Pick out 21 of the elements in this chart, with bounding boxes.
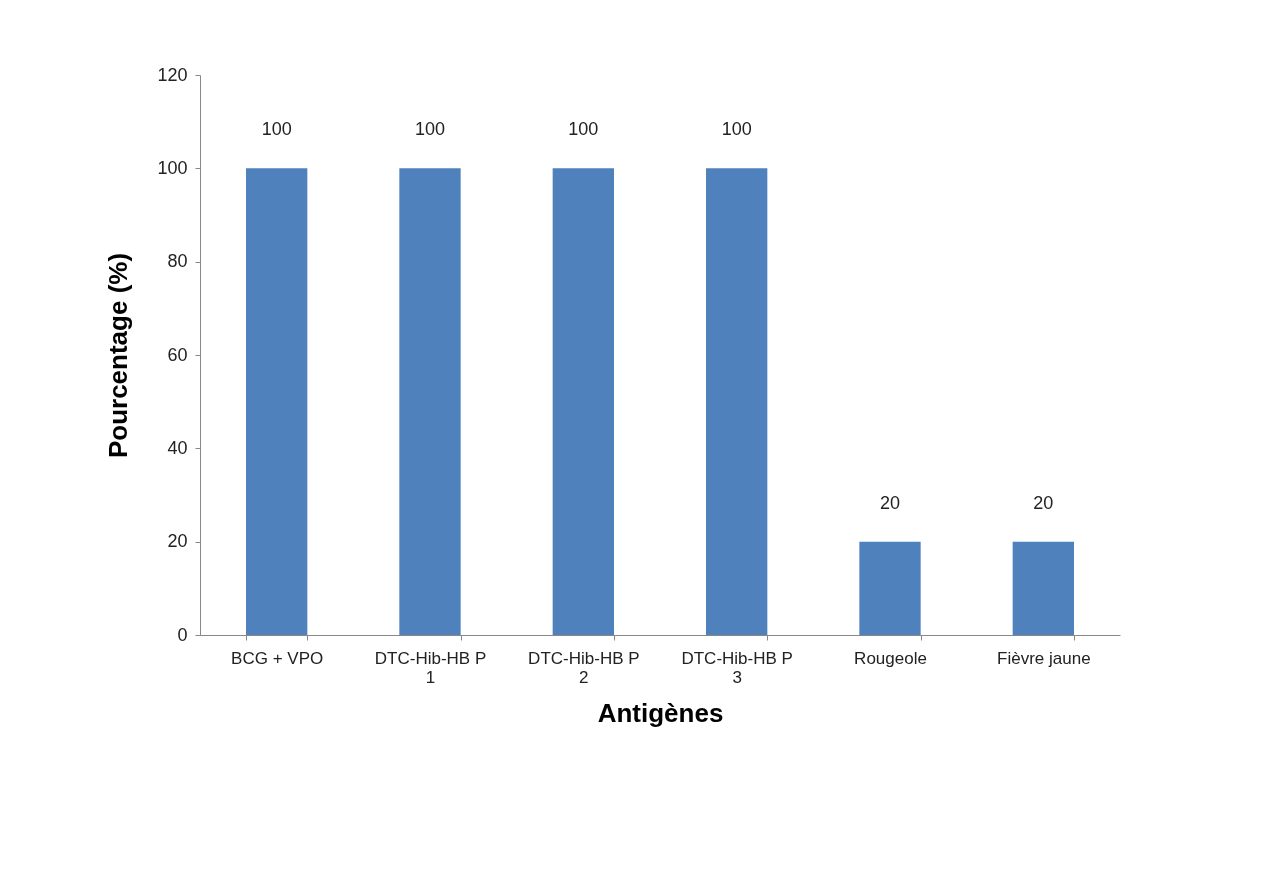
y-tick-label: 100 [157,157,188,178]
data-label: 20 [1033,492,1054,513]
x-tick-label: BCG + VPO [231,648,324,668]
data-label: 100 [261,119,292,140]
data-label: 100 [568,119,599,140]
y-tick-label: 60 [167,344,188,365]
y-axis-title: Pourcentage (%) [103,252,134,459]
x-tick-label: Fièvre jaune [997,648,1091,668]
y-tick-label: 40 [167,437,188,458]
x-tick-label: DTC-Hib-HB P 2 [528,648,640,687]
y-tick-label: 20 [167,531,188,552]
x-tick-label: Rougeole [854,648,927,668]
data-label: 100 [414,119,446,140]
data-label: 20 [879,492,901,513]
x-tick-label: DTC-Hib-HB P 3 [681,648,793,687]
data-label: 100 [721,119,752,140]
y-tick-label: 80 [167,251,188,272]
x-tick-label: DTC-Hib-HB P 1 [374,648,487,687]
y-tick-label: 0 [177,624,188,645]
y-tick-label: 120 [157,64,188,85]
x-axis-title: Antigènes [597,697,724,728]
